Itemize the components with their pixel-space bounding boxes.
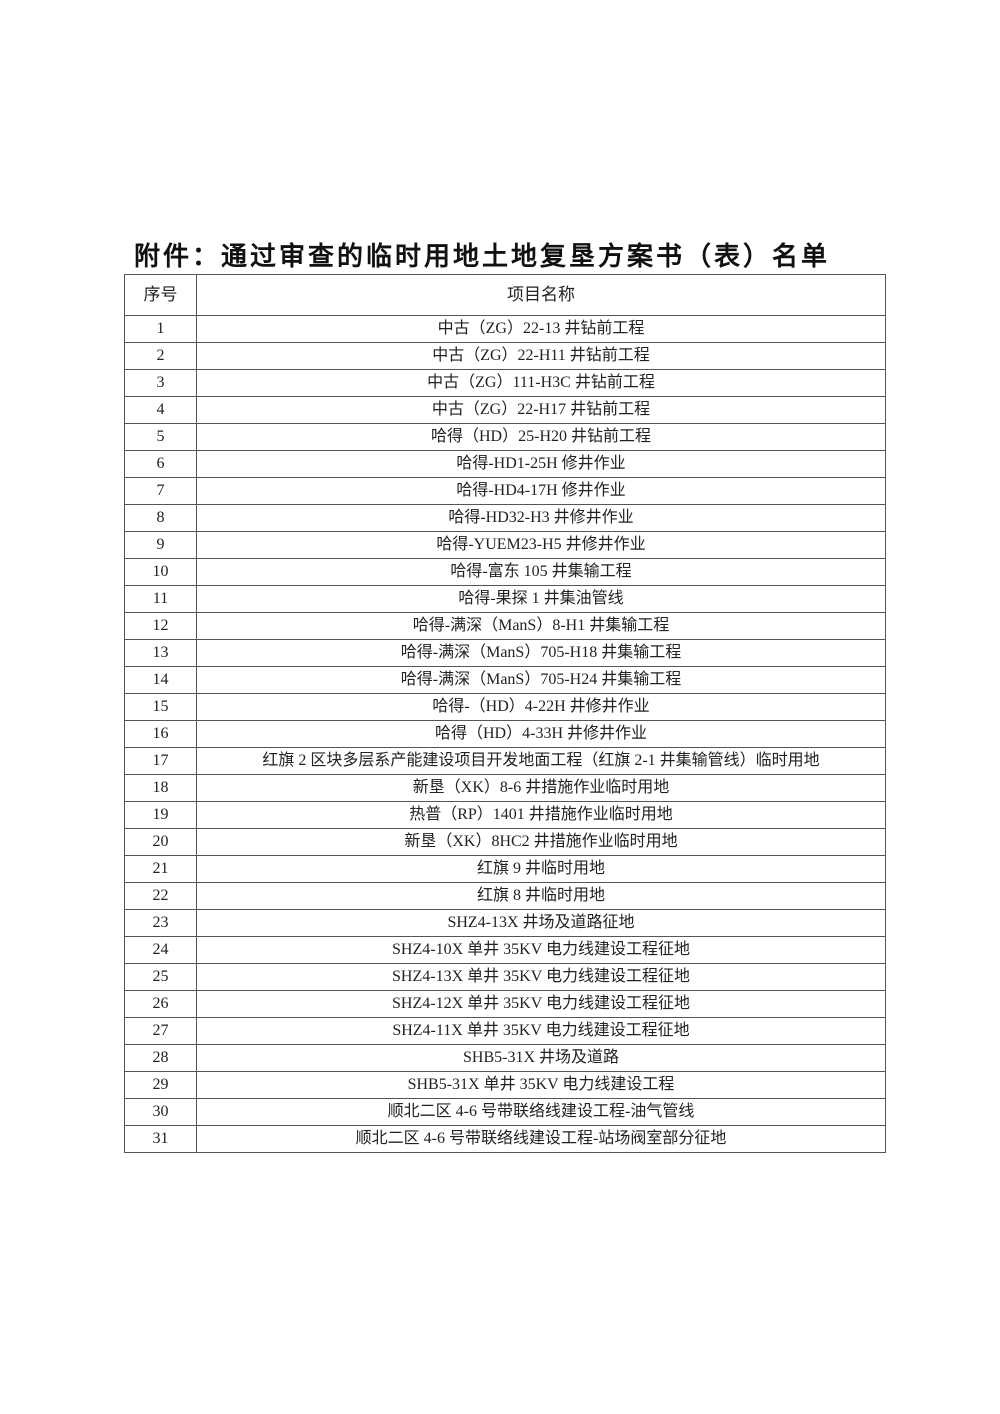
project-name: 顺北二区 4-6 号带联络线建设工程-油气管线 — [196, 1098, 886, 1126]
table-row: 20 新垦（XK）8HC2 井措施作业临时用地 — [124, 828, 886, 856]
table-row: 17 红旗 2 区块多层系产能建设项目开发地面工程（红旗 2-1 井集输管线）临时… — [124, 747, 886, 775]
row-index: 7 — [124, 477, 197, 505]
table-row: 3 中古（ZG）111-H3C 井钻前工程 — [124, 369, 886, 397]
table-row: 7 哈得-HD4-17H 修井作业 — [124, 477, 886, 505]
project-name: SHZ4-13X 单井 35KV 电力线建设工程征地 — [196, 963, 886, 991]
table-row: 2 中古（ZG）22-H11 井钻前工程 — [124, 342, 886, 370]
project-name: 哈得-富东 105 井集输工程 — [196, 558, 886, 586]
document-title: 附件：通过审查的临时用地土地复垦方案书（表）名单 — [134, 242, 831, 271]
column-header-index: 序号 — [124, 274, 197, 316]
table-row: 25 SHZ4-13X 单井 35KV 电力线建设工程征地 — [124, 963, 886, 991]
table-row: 5 哈得（HD）25-H20 井钻前工程 — [124, 423, 886, 451]
table-row: 16 哈得（HD）4-33H 井修井作业 — [124, 720, 886, 748]
project-name: 哈得-YUEM23-H5 井修井作业 — [196, 531, 886, 559]
row-index: 1 — [124, 315, 197, 343]
row-index: 30 — [124, 1098, 197, 1126]
row-index: 8 — [124, 504, 197, 532]
row-index: 24 — [124, 936, 197, 964]
project-name: 中古（ZG）22-H11 井钻前工程 — [196, 342, 886, 370]
project-name: 顺北二区 4-6 号带联络线建设工程-站场阀室部分征地 — [196, 1125, 886, 1153]
table-row: 12 哈得-满深（ManS）8-H1 井集输工程 — [124, 612, 886, 640]
row-index: 9 — [124, 531, 197, 559]
table-row: 29 SHB5-31X 单井 35KV 电力线建设工程 — [124, 1071, 886, 1099]
project-name: 红旗 9 井临时用地 — [196, 855, 886, 883]
table-row: 13 哈得-满深（ManS）705-H18 井集输工程 — [124, 639, 886, 667]
project-name: 新垦（XK）8-6 井措施作业临时用地 — [196, 774, 886, 802]
project-name: 哈得-果探 1 井集油管线 — [196, 585, 886, 613]
table-row: 19 热普（RP）1401 井措施作业临时用地 — [124, 801, 886, 829]
table-row: 26 SHZ4-12X 单井 35KV 电力线建设工程征地 — [124, 990, 886, 1018]
project-name: 哈得-HD32-H3 井修井作业 — [196, 504, 886, 532]
row-index: 16 — [124, 720, 197, 748]
row-index: 17 — [124, 747, 197, 775]
row-index: 5 — [124, 423, 197, 451]
row-index: 12 — [124, 612, 197, 640]
row-index: 2 — [124, 342, 197, 370]
project-name: SHZ4-10X 单井 35KV 电力线建设工程征地 — [196, 936, 886, 964]
project-name: 中古（ZG）22-13 井钻前工程 — [196, 315, 886, 343]
row-index: 26 — [124, 990, 197, 1018]
row-index: 11 — [124, 585, 197, 613]
table-row: 14 哈得-满深（ManS）705-H24 井集输工程 — [124, 666, 886, 694]
row-index: 29 — [124, 1071, 197, 1099]
table-row: 22 红旗 8 井临时用地 — [124, 882, 886, 910]
table-row: 27 SHZ4-11X 单井 35KV 电力线建设工程征地 — [124, 1017, 886, 1045]
table-row: 24 SHZ4-10X 单井 35KV 电力线建设工程征地 — [124, 936, 886, 964]
row-index: 27 — [124, 1017, 197, 1045]
project-name: 哈得-（HD）4-22H 井修井作业 — [196, 693, 886, 721]
table-row: 10 哈得-富东 105 井集输工程 — [124, 558, 886, 586]
project-name: 中古（ZG）22-H17 井钻前工程 — [196, 396, 886, 424]
table-row: 18 新垦（XK）8-6 井措施作业临时用地 — [124, 774, 886, 802]
column-header-project-name: 项目名称 — [196, 274, 886, 316]
project-name: 热普（RP）1401 井措施作业临时用地 — [196, 801, 886, 829]
row-index: 6 — [124, 450, 197, 478]
project-name: 新垦（XK）8HC2 井措施作业临时用地 — [196, 828, 886, 856]
row-index: 19 — [124, 801, 197, 829]
table-header-row: 序号 项目名称 — [124, 274, 886, 316]
row-index: 21 — [124, 855, 197, 883]
row-index: 22 — [124, 882, 197, 910]
table-row: 23 SHZ4-13X 井场及道路征地 — [124, 909, 886, 937]
project-name: SHB5-31X 单井 35KV 电力线建设工程 — [196, 1071, 886, 1099]
table-row: 30 顺北二区 4-6 号带联络线建设工程-油气管线 — [124, 1098, 886, 1126]
row-index: 20 — [124, 828, 197, 856]
table-row: 1 中古（ZG）22-13 井钻前工程 — [124, 315, 886, 343]
row-index: 14 — [124, 666, 197, 694]
project-name: SHB5-31X 井场及道路 — [196, 1044, 886, 1072]
table-row: 28 SHB5-31X 井场及道路 — [124, 1044, 886, 1072]
row-index: 15 — [124, 693, 197, 721]
table-row: 31 顺北二区 4-6 号带联络线建设工程-站场阀室部分征地 — [124, 1125, 886, 1153]
project-name: SHZ4-13X 井场及道路征地 — [196, 909, 886, 937]
project-name: 哈得-满深（ManS）705-H24 井集输工程 — [196, 666, 886, 694]
project-name: 哈得（HD）25-H20 井钻前工程 — [196, 423, 886, 451]
row-index: 13 — [124, 639, 197, 667]
project-name: 哈得-HD4-17H 修井作业 — [196, 477, 886, 505]
row-index: 10 — [124, 558, 197, 586]
row-index: 4 — [124, 396, 197, 424]
table-row: 8 哈得-HD32-H3 井修井作业 — [124, 504, 886, 532]
row-index: 23 — [124, 909, 197, 937]
row-index: 18 — [124, 774, 197, 802]
project-name: 红旗 2 区块多层系产能建设项目开发地面工程（红旗 2-1 井集输管线）临时用地 — [196, 747, 886, 775]
project-name: 哈得-满深（ManS）8-H1 井集输工程 — [196, 612, 886, 640]
row-index: 25 — [124, 963, 197, 991]
project-name: 哈得-满深（ManS）705-H18 井集输工程 — [196, 639, 886, 667]
project-name: 中古（ZG）111-H3C 井钻前工程 — [196, 369, 886, 397]
table-row: 9 哈得-YUEM23-H5 井修井作业 — [124, 531, 886, 559]
table-row: 6 哈得-HD1-25H 修井作业 — [124, 450, 886, 478]
row-index: 31 — [124, 1125, 197, 1153]
project-name: 红旗 8 井临时用地 — [196, 882, 886, 910]
project-name: SHZ4-11X 单井 35KV 电力线建设工程征地 — [196, 1017, 886, 1045]
project-name: 哈得-HD1-25H 修井作业 — [196, 450, 886, 478]
row-index: 28 — [124, 1044, 197, 1072]
table-row: 4 中古（ZG）22-H17 井钻前工程 — [124, 396, 886, 424]
row-index: 3 — [124, 369, 197, 397]
project-name: SHZ4-12X 单井 35KV 电力线建设工程征地 — [196, 990, 886, 1018]
table-row: 15 哈得-（HD）4-22H 井修井作业 — [124, 693, 886, 721]
project-name: 哈得（HD）4-33H 井修井作业 — [196, 720, 886, 748]
project-list-table: 序号 项目名称 1 中古（ZG）22-13 井钻前工程 2 中古（ZG）22-H11 … — [124, 274, 886, 1153]
table-row: 21 红旗 9 井临时用地 — [124, 855, 886, 883]
table-row: 11 哈得-果探 1 井集油管线 — [124, 585, 886, 613]
